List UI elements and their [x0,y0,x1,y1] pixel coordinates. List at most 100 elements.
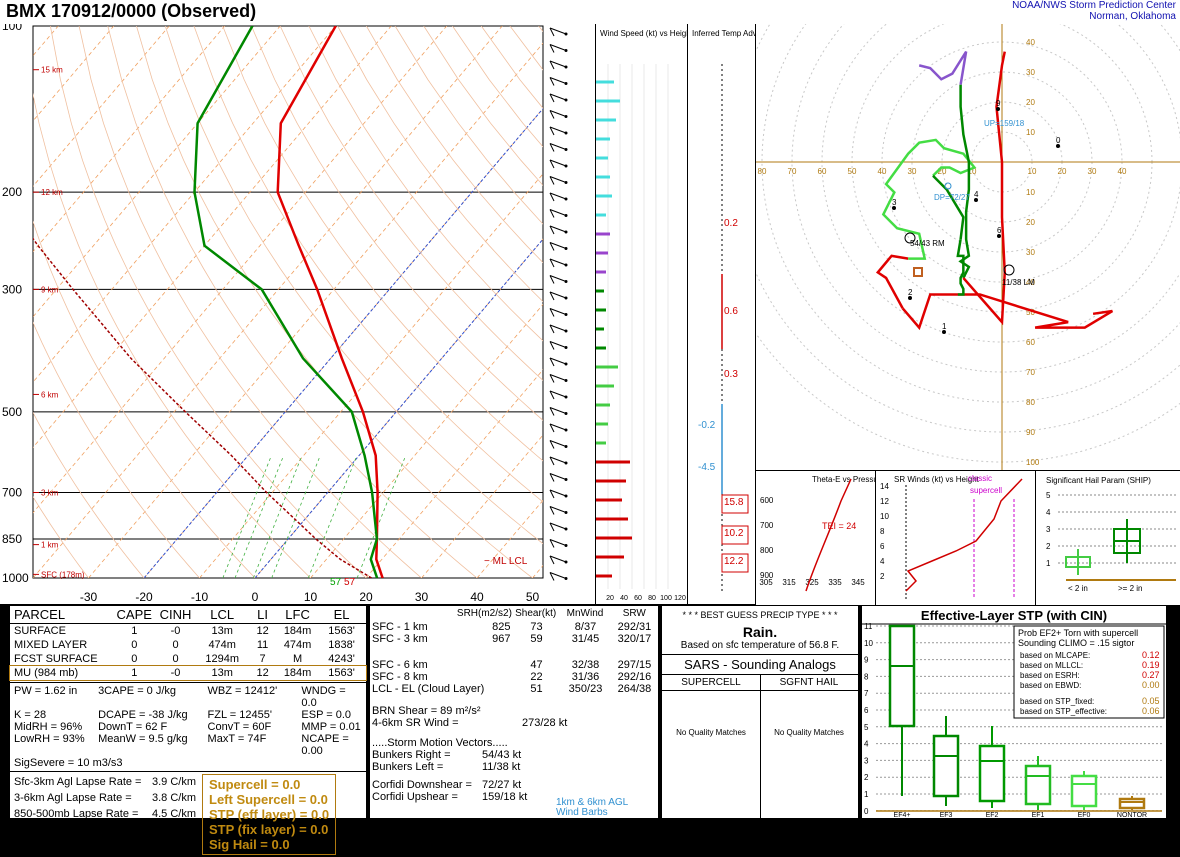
wind-barb-base [564,230,568,234]
wind-barb-flag [549,192,555,202]
wind-barb-flag [549,506,555,515]
spc-line-2: Norman, Oklahoma [1089,11,1176,22]
temp-advection-panel: Inferred Temp Advection (C / hr) 0.2 0.6 0… [687,24,806,604]
index-row: PW = 1.62 in 3CAPE = 0 J/kg WBZ = 12412' WN… [10,685,366,709]
precip-sars-panel: * * * BEST GUESS PRECIP TYPE * * * Rain.… [662,606,858,818]
theta-e-title: Theta-E vs Pressure [812,475,876,484]
bunkers-right-label: 54/43 RM [910,239,945,248]
hodograph-x-label: 20 [938,167,947,176]
advection-value: 15.8 [724,497,744,508]
theta-e-x-tick: 305 [759,578,773,587]
kin-cell: 22 [530,671,543,683]
advection-box [721,525,749,545]
parcel-cell: -0 [170,667,181,679]
stp-based-value: 0.05 [1142,696,1160,706]
dry-adiabat [78,26,423,578]
bunkers-right-marker [904,232,916,244]
ship-chart: Significant Hail Param (SHIP) 5 4 3 2 1 < 2 … [1046,476,1176,593]
temp-advection-title: Inferred Temp Advection (C / hr) [692,29,756,38]
isotherm [365,369,543,578]
wind-barb [549,242,567,249]
wind-barb-base [564,428,568,432]
mixing-ratio-line [307,455,358,578]
isotherm [33,26,281,318]
sars-col-supercell: SUPERCELL [681,677,741,688]
advection-box [721,494,749,514]
pressure-tick: 700 [2,485,22,499]
index-cell: MMP = 0.01 [301,721,361,733]
ship-y-tick: 5 [1046,491,1051,500]
isotherm [33,26,392,449]
wind-barb-flag [549,324,555,334]
height-label: 3 km [41,488,59,497]
wind-barb [549,407,567,414]
wind-barb-flag [549,110,555,119]
index-cell: DCAPE = -38 J/kg [98,709,188,721]
isotherm [33,26,337,383]
wind-barb-flag [549,555,555,565]
hodograph-km-marker [908,296,912,300]
ship-title: Significant Hail Param (SHIP) [1046,476,1151,485]
hodograph-km-label: 0 [1056,136,1061,145]
wind-speed-tick: 20 [606,595,614,602]
wind-barb-base [564,313,568,316]
bunkers-left-marker [1003,264,1015,276]
wind-barb-flag [549,407,555,416]
height-label: 6 km [41,390,59,399]
parcel-cell: 474m [208,639,236,651]
ship-cat-large: >= 2 in [1118,584,1142,593]
temperature-tick: 10 [304,590,318,604]
hodograph-0-3km [901,293,1069,331]
hodograph-km-label: 1 [942,322,947,331]
lapse-rate-row: 3-6km Agl Lapse Rate = 3.8 C/km [14,792,196,804]
height-label: 15 km [41,66,63,75]
composite-value: Sig Hail = 0.0 [209,837,290,852]
hodograph-surface [962,51,1007,326]
dry-adiabat [107,26,478,578]
stp-y-tick: 5 [864,723,869,732]
index-row: K = 28 DCAPE = -38 J/kg FZL = 12455' ESP = … [10,709,366,721]
wind-barb-base [564,577,568,580]
temperature-tick: -20 [135,590,153,604]
wind-barb-flag [549,374,555,383]
kin-cell: 51 [530,683,543,695]
theta-e-x-tick: 325 [805,578,819,587]
hodograph-0-3km-b [875,254,909,309]
parcel-col-header: CAPE [116,607,152,622]
sfc-temp-label-1: 57 [330,577,342,588]
kin-cell: 59 [530,633,543,645]
stp-y-tick: 7 [864,689,869,698]
parcel-table: PARCEL CAPE CINH LCL LI LFC EL SURFACE 1 -0 13m 12 1… [9,606,367,857]
wind-barb-flag [549,357,555,367]
wind-barb-base [564,82,568,85]
stp-y-tick: 1 [864,790,869,799]
parcel-panel: PARCEL CAPE CINH LCL LI LFC EL SURFACE 1 -0 13m 12 1… [9,606,367,855]
parcel-cell: 13m [211,625,233,637]
parcel-col-header: EL [333,607,350,622]
lapse-rate-row: 700-500mb Lapse Rate = 3.9 C/km [14,824,196,836]
parcel-cell: 184m [283,667,312,679]
wind-barb-base [564,527,568,531]
temperature-tick: 20 [359,590,373,604]
wind-barb-base [564,32,568,36]
stp-based-value: 0.12 [1142,650,1160,660]
wind-barb [549,374,567,381]
stp-box [1070,774,1098,808]
barbs-label: 1km & 6km AGL Wind Barbs [556,797,629,818]
theta-e-y-tick: 800 [760,546,774,555]
wind-barb-base [564,164,568,168]
index-cell: FZL = 12455' [207,709,272,721]
index-cell: MidRH = 96% [14,721,83,733]
isotherm [33,26,115,122]
kin-cell [488,671,515,683]
index-cell: MeanW = 9.5 g/kg [98,733,188,745]
parcel-cell: 13m [211,667,233,679]
corfidi-up-label: UP=159/18 [984,119,1025,128]
kin-cell: SFC - 1 km [372,621,428,633]
wind-barb [549,539,567,546]
theta-e-y-tick: 700 [760,521,774,530]
kin-cell: 297/15 [617,659,652,671]
motion-row: Corfidi Upshear = 159/18 kt [372,791,528,803]
stp-category: EF0 [1078,812,1091,818]
zero-isotherm [254,238,543,578]
